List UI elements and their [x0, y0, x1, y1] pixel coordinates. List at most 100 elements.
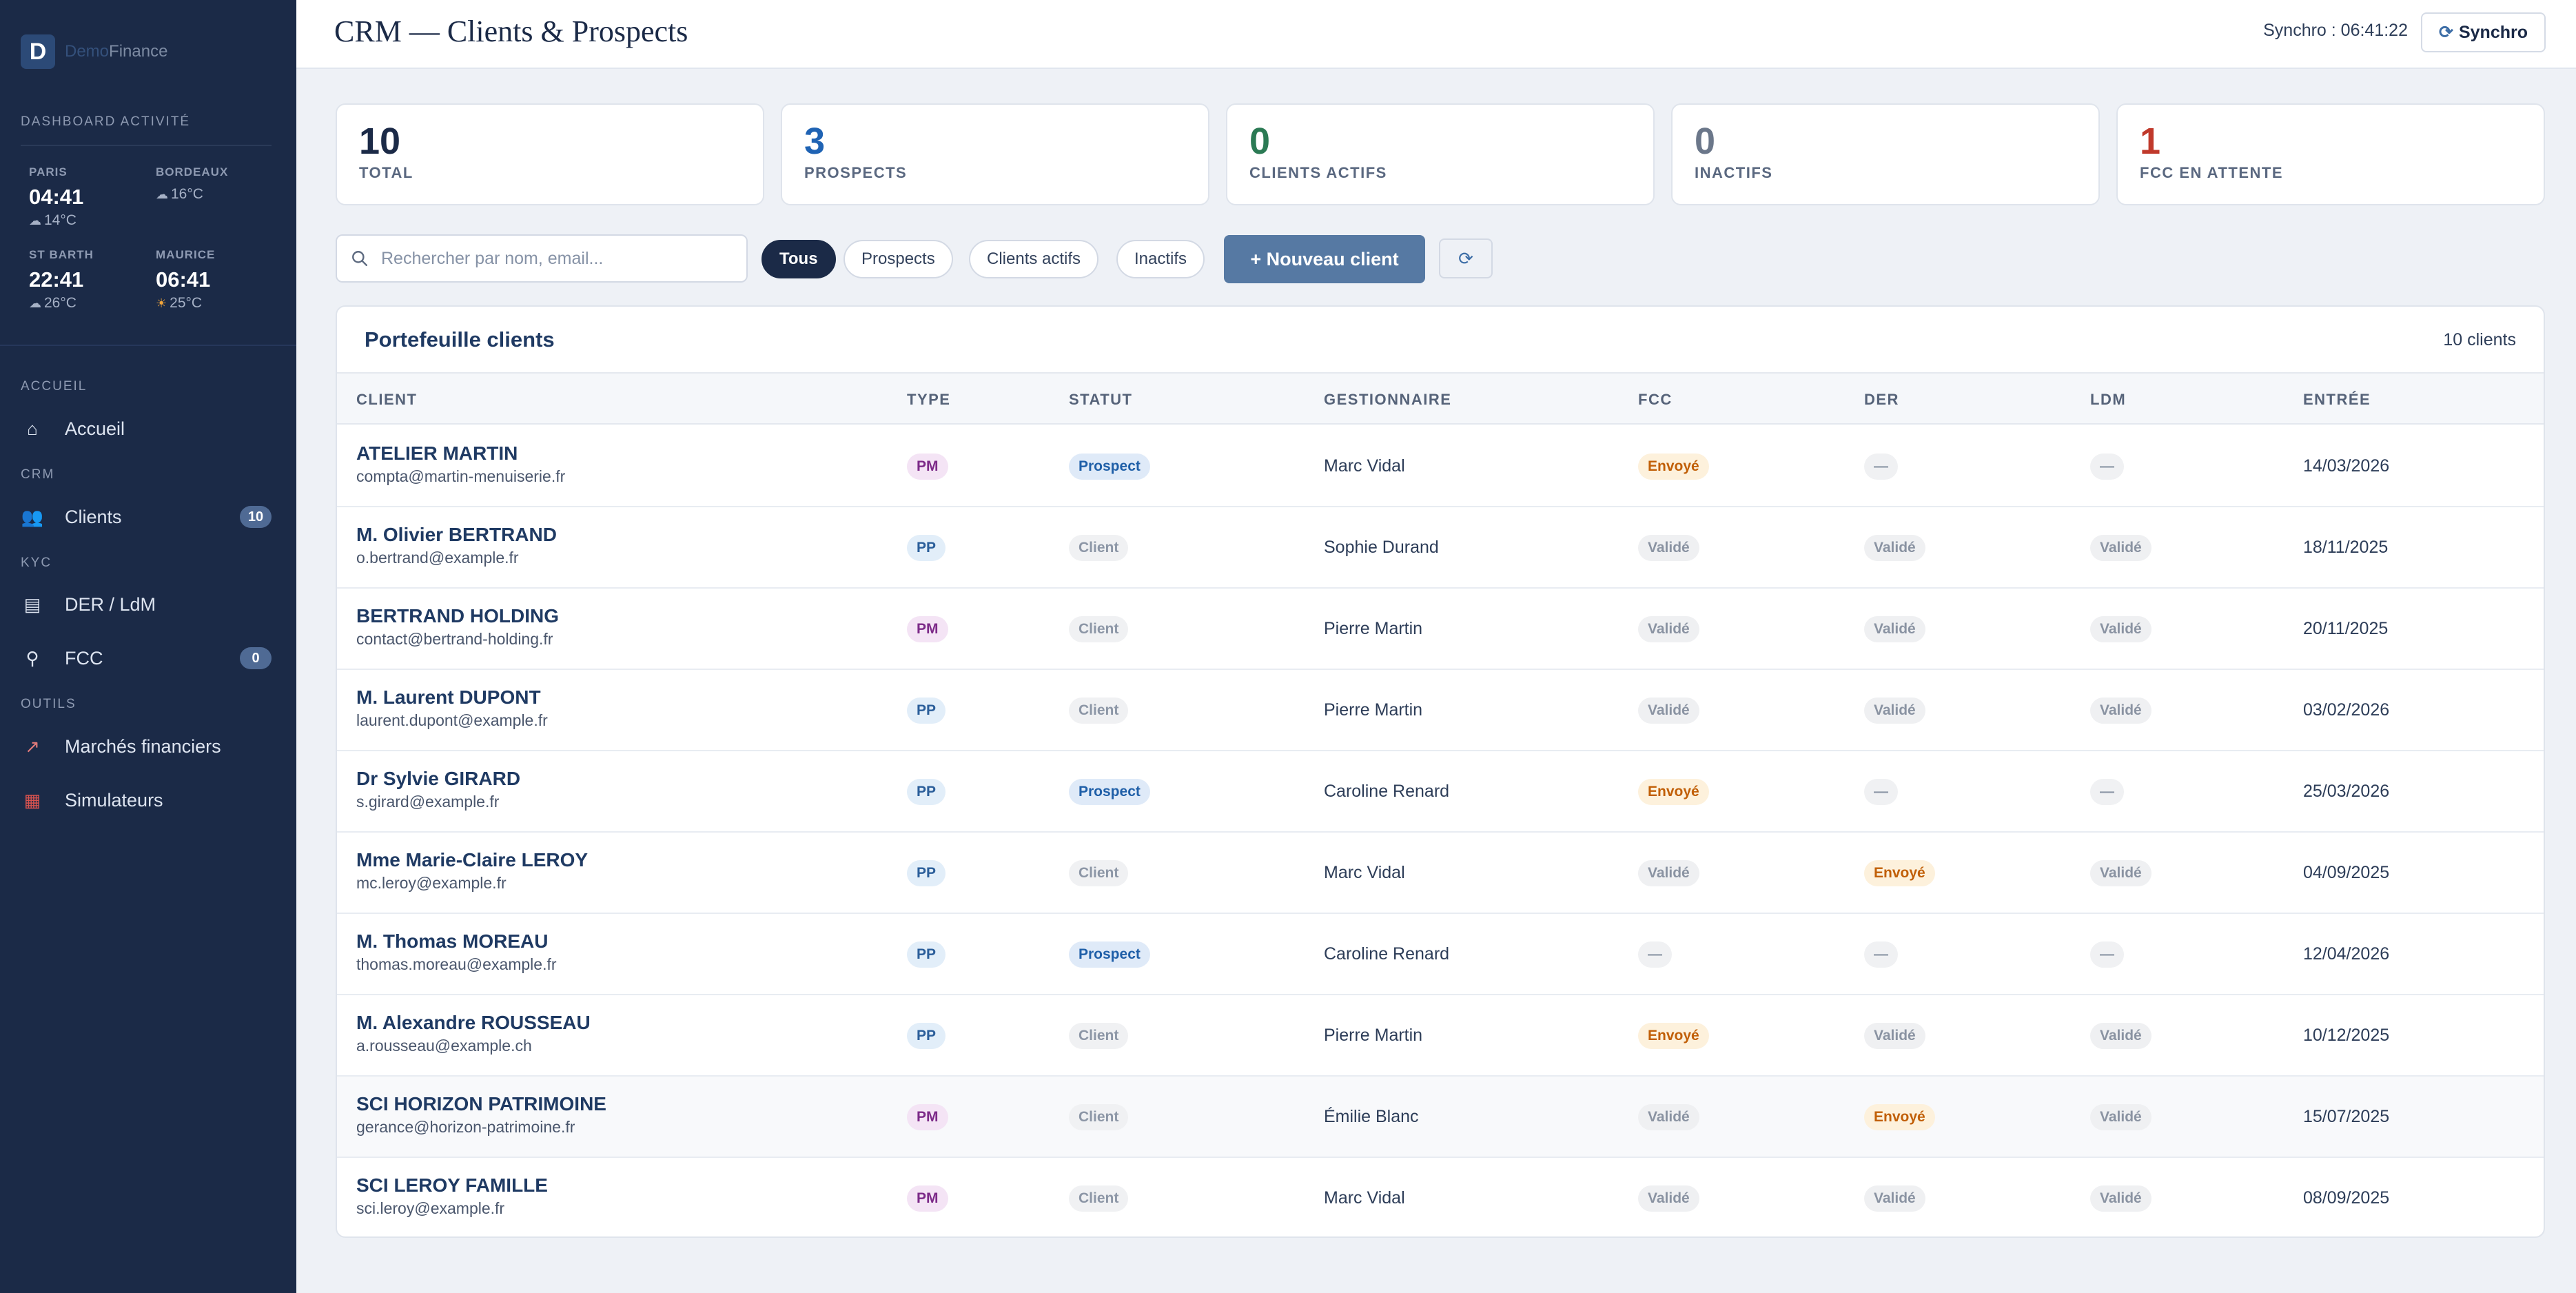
- refresh-icon: ⟳: [1458, 247, 1473, 269]
- fcc-badge: Validé: [1638, 860, 1699, 886]
- sidebar-item-clients[interactable]: 👥 Clients 10: [21, 495, 272, 539]
- sync-time: Synchro : 06:41:22: [2263, 21, 2408, 40]
- clients-count-badge: 10: [240, 506, 272, 528]
- client-cell[interactable]: BERTRAND HOLDING contact@bertrand-holding…: [356, 605, 559, 649]
- table-row[interactable]: BERTRAND HOLDING contact@bertrand-holding…: [337, 589, 2544, 670]
- der-badge: Envoyé: [1864, 1104, 1935, 1130]
- table-row[interactable]: Dr Sylvie GIRARD s.girard@example.fr PP Pro…: [337, 751, 2544, 833]
- table-row[interactable]: M. Olivier BERTRAND o.bertrand@example.fr…: [337, 507, 2544, 589]
- fcc-badge: Validé: [1638, 1104, 1699, 1130]
- table-row[interactable]: SCI LEROY FAMILLE sci.leroy@example.fr PM C…: [337, 1158, 2544, 1236]
- column-header-type[interactable]: TYPE: [907, 391, 951, 408]
- sidebar-item-accueil[interactable]: ⌂ Accueil: [21, 407, 272, 451]
- sidebar-item-label: Marchés financiers: [65, 735, 221, 757]
- client-cell[interactable]: M. Alexandre ROUSSEAU a.rousseau@example.…: [356, 1012, 591, 1055]
- client-name[interactable]: SCI HORIZON PATRIMOINE: [356, 1093, 606, 1114]
- sync-button-label: Synchro: [2458, 22, 2528, 42]
- client-cell[interactable]: SCI HORIZON PATRIMOINE gerance@horizon-pa…: [356, 1093, 606, 1137]
- manager-name: Marc Vidal: [1324, 863, 1405, 882]
- nav-section-outils: OUTILS: [21, 697, 76, 711]
- client-cell[interactable]: M. Thomas MOREAU thomas.moreau@example.fr: [356, 930, 557, 974]
- filter-tous[interactable]: Tous: [761, 240, 836, 278]
- column-header-gestionnaire[interactable]: GESTIONNAIRE: [1324, 391, 1452, 408]
- client-name[interactable]: SCI LEROY FAMILLE: [356, 1174, 548, 1196]
- status-badge: Client: [1069, 860, 1129, 886]
- manager-name: Pierre Martin: [1324, 619, 1423, 638]
- table-row[interactable]: SCI HORIZON PATRIMOINE gerance@horizon-pa…: [337, 1077, 2544, 1158]
- table-row[interactable]: M. Laurent DUPONT laurent.dupont@example.…: [337, 670, 2544, 751]
- client-name[interactable]: ATELIER MARTIN: [356, 442, 518, 464]
- client-cell[interactable]: Mme Marie-Claire LEROY mc.leroy@example.f…: [356, 849, 588, 893]
- search-input[interactable]: [381, 248, 739, 269]
- sidebar-item-der-ldm[interactable]: ▤ DER / LdM: [21, 582, 272, 627]
- fcc-badge: Validé: [1638, 1185, 1699, 1212]
- fcc-badge: Validé: [1638, 698, 1699, 724]
- client-cell[interactable]: M. Laurent DUPONT laurent.dupont@example.…: [356, 686, 548, 730]
- sidebar-item-fcc[interactable]: ⚲ FCC 0: [21, 636, 272, 680]
- client-name[interactable]: M. Olivier BERTRAND: [356, 524, 557, 545]
- city-st-barth: ST BARTH 22:41 ☁ 26°C: [29, 248, 146, 312]
- client-cell[interactable]: SCI LEROY FAMILLE sci.leroy@example.fr: [356, 1174, 548, 1218]
- ldm-badge: Validé: [2090, 616, 2151, 642]
- kpi-clients-actifs: 0 CLIENTS ACTIFS: [1226, 103, 1655, 205]
- city-temp: 26°C: [44, 295, 76, 311]
- client-name[interactable]: BERTRAND HOLDING: [356, 605, 559, 627]
- client-name[interactable]: Dr Sylvie GIRARD: [356, 768, 521, 789]
- client-name[interactable]: Mme Marie-Claire LEROY: [356, 849, 589, 871]
- table-row[interactable]: ATELIER MARTIN compta@martin-menuiserie.f…: [337, 426, 2544, 507]
- client-cell[interactable]: Dr Sylvie GIRARD s.girard@example.fr: [356, 768, 520, 811]
- calculator-icon: ▦: [23, 789, 41, 811]
- entry-date: 15/07/2025: [2303, 1107, 2390, 1126]
- status-badge: Client: [1069, 616, 1129, 642]
- client-cell[interactable]: ATELIER MARTIN compta@martin-menuiserie.f…: [356, 442, 565, 486]
- refresh-icon: ⟳: [2439, 23, 2453, 42]
- type-badge: PP: [907, 698, 946, 724]
- table-row[interactable]: M. Thomas MOREAU thomas.moreau@example.fr…: [337, 914, 2544, 995]
- column-header-entree[interactable]: ENTRÉE: [2303, 391, 2371, 408]
- filter-inactifs[interactable]: Inactifs: [1116, 240, 1205, 278]
- status-badge: Client: [1069, 698, 1129, 724]
- nav-section-accueil: ACCUEIL: [21, 379, 88, 394]
- refresh-button[interactable]: ⟳: [1439, 238, 1493, 278]
- chart-up-icon: ↗: [25, 735, 40, 757]
- new-client-button[interactable]: + Nouveau client: [1224, 235, 1425, 283]
- city-time: 22:41: [29, 267, 84, 292]
- column-header-statut[interactable]: STATUT: [1069, 391, 1133, 408]
- client-cell[interactable]: M. Olivier BERTRAND o.bertrand@example.fr: [356, 524, 557, 567]
- column-header-fcc[interactable]: FCC: [1638, 391, 1673, 408]
- table-row[interactable]: Mme Marie-Claire LEROY mc.leroy@example.f…: [337, 833, 2544, 914]
- kpi-label: FCC EN ATTENTE: [2140, 164, 2283, 181]
- column-header-client[interactable]: CLIENT: [356, 391, 418, 408]
- city-name: ST BARTH: [29, 248, 94, 261]
- type-badge: PM: [907, 454, 948, 480]
- search-box[interactable]: [336, 234, 748, 283]
- column-header-der[interactable]: DER: [1864, 391, 1899, 408]
- der-badge: —: [1864, 941, 1898, 968]
- filter-prospects[interactable]: Prospects: [844, 240, 953, 278]
- manager-name: Caroline Renard: [1324, 782, 1450, 801]
- divider: [21, 145, 272, 146]
- ldm-badge: Validé: [2090, 698, 2151, 724]
- brand[interactable]: D DemoFinance: [21, 34, 167, 69]
- kpi-total: 10 TOTAL: [336, 103, 764, 205]
- sidebar-item-simulateurs[interactable]: ▦ Simulateurs: [21, 778, 272, 822]
- filter-clients-actifs[interactable]: Clients actifs: [969, 240, 1099, 278]
- sidebar-item-marches[interactable]: ↗ Marchés financiers: [21, 724, 272, 768]
- city-paris: PARIS 04:41 ☁ 14°C: [29, 165, 146, 229]
- ldm-badge: Validé: [2090, 1185, 2151, 1212]
- client-name[interactable]: M. Thomas MOREAU: [356, 930, 549, 952]
- der-badge: Validé: [1864, 535, 1925, 561]
- sync-button[interactable]: ⟳ Synchro: [2421, 12, 2546, 52]
- city-bordeaux: BORDEAUX ☁ 16°C: [156, 165, 273, 203]
- column-header-ldm[interactable]: LDM: [2090, 391, 2127, 408]
- ldm-badge: —: [2090, 941, 2124, 968]
- sun-icon: ☀: [156, 296, 167, 310]
- client-name[interactable]: M. Alexandre ROUSSEAU: [356, 1012, 591, 1033]
- top-header: CRM — Clients & Prospects Synchro : 06:4…: [296, 0, 2576, 69]
- client-name[interactable]: M. Laurent DUPONT: [356, 686, 541, 708]
- table-row[interactable]: M. Alexandre ROUSSEAU a.rousseau@example.…: [337, 995, 2544, 1077]
- entry-date: 10/12/2025: [2303, 1026, 2390, 1045]
- kpi-label: TOTAL: [359, 164, 413, 181]
- table-count: 10 clients: [2443, 330, 2516, 349]
- kpi-value: 10: [359, 121, 401, 162]
